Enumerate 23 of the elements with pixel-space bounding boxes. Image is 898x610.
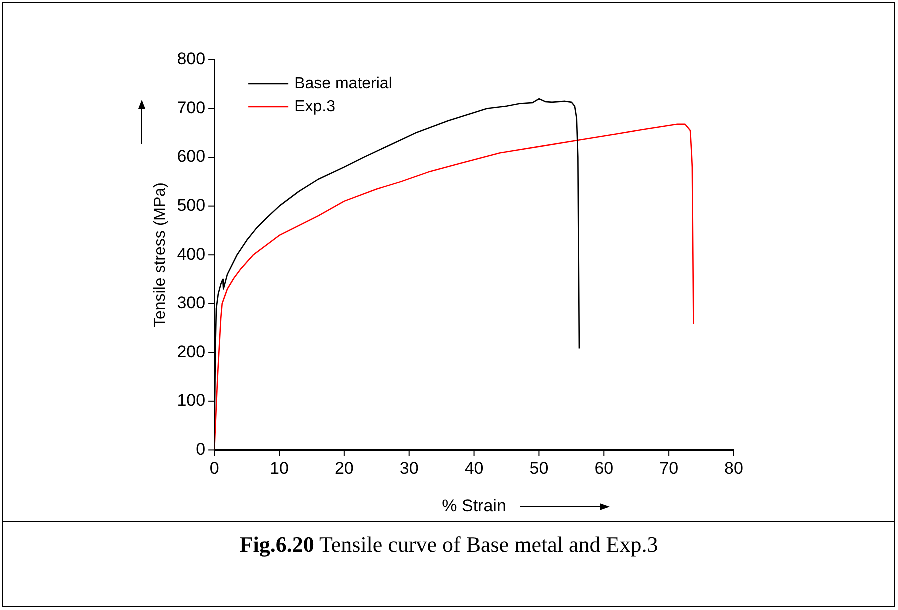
x-tick-label: 30: [400, 459, 419, 478]
x-tick-label: 20: [334, 459, 354, 478]
y-tick-label: 300: [177, 294, 206, 313]
y-tick-label: 800: [177, 50, 206, 69]
x-tick-label: 60: [594, 459, 614, 478]
x-tick-label: 50: [530, 459, 549, 478]
y-tick-label: 0: [196, 440, 206, 459]
y-tick-label: 200: [177, 342, 206, 362]
x-tick-label: 10: [270, 459, 289, 478]
x-axis-title: % Strain: [442, 496, 506, 516]
y-tick-label: 700: [177, 98, 206, 118]
x-tick-label: 80: [724, 459, 744, 478]
legend-label: Exp.3: [294, 98, 336, 116]
y-tick-label: 600: [177, 147, 206, 166]
x-tick-label: 40: [464, 459, 484, 478]
x-tick-label: 70: [660, 459, 679, 478]
y-tick-label: 400: [177, 244, 206, 264]
y-tick-label: 100: [177, 391, 206, 410]
legend-label: Base material: [294, 75, 392, 92]
x-tick-label: 0: [210, 459, 220, 478]
y-axis-title: Tensile stress (MPa): [152, 182, 170, 328]
text: Fig.6.20 Tensile curve of Base metal and Exp.3: [238, 532, 660, 558]
y-tick-label: 500: [177, 196, 206, 216]
